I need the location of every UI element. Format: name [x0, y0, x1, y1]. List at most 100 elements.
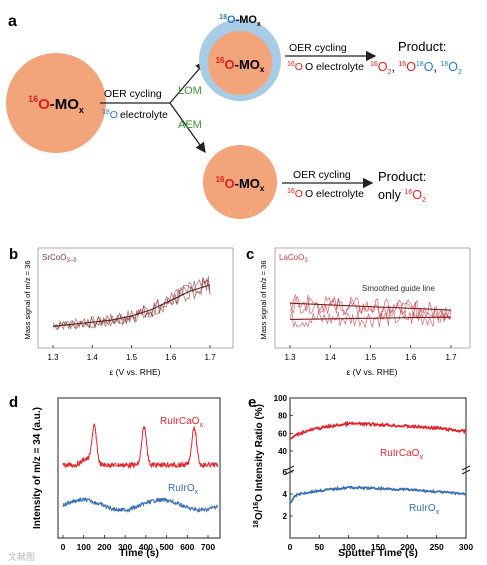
panel-d-ylabel: Intensity of m/z = 34 (a.u.) — [32, 407, 43, 529]
panel-e-xtick-tick-label: 0 — [288, 542, 293, 552]
panel-b-xtick-tick-label: 1.7 — [204, 353, 216, 362]
lom-arrow — [169, 61, 206, 104]
panel-e-xtick-tick-label: 250 — [430, 542, 444, 552]
panel-d-trace-bottom — [62, 496, 219, 514]
panel-c-legend: LaCoO3 — [279, 253, 308, 264]
bottom-oxide-label: 16O-MOx — [216, 175, 265, 193]
panel-e-xlabel: Sputter Time (s) — [338, 547, 418, 559]
panel-c: c LaCoO3 Smoothed guide line Mass signal… — [246, 246, 471, 377]
panel-a: a 16O-MOx OER cycling 18O electrolyte LOM… — [6, 13, 462, 219]
top-arrow-sub: 16O O electrolyte — [287, 61, 364, 73]
lom-label: LOM — [178, 85, 202, 97]
panel-e-label: e — [248, 394, 256, 411]
panel-c-xtick-tick-label: 1.5 — [365, 353, 377, 362]
panel-c-trace — [289, 294, 452, 320]
panel-c-xtick-tick-label: 1.7 — [445, 353, 457, 362]
aem-label: AEM — [178, 119, 202, 131]
panel-d-traces — [62, 422, 219, 514]
panel-e-ylabel: 18O/16O Intensity Ratio (%) — [253, 404, 265, 528]
panel-b-traces — [52, 275, 211, 331]
panel-b-ylabel: Mass signal of m/z = 36 — [23, 261, 32, 340]
panel-d-xtick-tick-label: 300 — [118, 542, 132, 552]
panel-e-yticks: 40 60 80 100 2 4 6 — [274, 394, 293, 521]
aem-arrow — [169, 102, 206, 154]
panel-c-xticks: 1.3 1.4 1.5 1.6 1.7 — [284, 345, 457, 362]
panel-d-xlabel: Time (s) — [119, 547, 159, 559]
top-arrow-text: OER cycling — [289, 42, 347, 54]
axis-break-right-2 — [461, 469, 471, 475]
panel-e-ytick-label: 6 — [283, 468, 288, 477]
watermark: 文献图 — [8, 551, 35, 562]
panel-d-xticks: 0 100 200 300 400 500 600 700 — [61, 535, 215, 552]
panel-b-xtick-tick-label: 1.5 — [126, 353, 138, 362]
panel-c-ylabel: Mass signal of m/z = 36 — [259, 261, 268, 340]
panel-c-xtick-tick-label: 1.3 — [284, 353, 296, 362]
left-arrow-top-text: OER cycling — [104, 88, 162, 100]
core-circle — [208, 31, 272, 95]
panel-e-series-bottom: RuIrOx — [409, 503, 440, 516]
shell-label: 18O-MOx — [219, 14, 261, 28]
panel-c-guide-line — [289, 302, 452, 311]
axis-break-left-1 — [285, 465, 295, 471]
bottom-arrow-text: OER cycling — [293, 169, 351, 181]
panel-c-xtick-tick-label: 1.6 — [405, 353, 417, 362]
panel-e-xticks: 0 50 100 150 200 250 300 — [288, 535, 473, 552]
panel-d-trace-top — [62, 422, 218, 470]
panel-d-series-bottom: RuIrOx — [168, 483, 199, 496]
panel-b-trace — [52, 278, 211, 330]
panel-d-label: d — [9, 394, 18, 411]
panel-e-trace-top — [289, 420, 467, 440]
panel-c-frame — [274, 247, 471, 349]
bottom-product-title: Product: — [378, 169, 426, 184]
bottom-oxide-circle — [203, 145, 277, 219]
panel-c-traces — [289, 293, 452, 329]
core-label: 16O-MOx — [216, 56, 265, 74]
panel-e: e 18O/16O Intensity Ratio (%) Sputter Ti… — [248, 394, 473, 559]
panel-b-frame — [37, 247, 234, 349]
bottom-arrow-sub: 16O O electrolyte — [287, 188, 364, 200]
panel-b-xlabel: ε (V vs. RHE) — [109, 367, 160, 377]
panel-b-xticks: 1.3 1.4 1.5 1.6 1.7 — [47, 345, 216, 362]
panel-d-xtick-tick-label: 400 — [139, 542, 153, 552]
panel-b-xtick-tick-label: 1.3 — [47, 353, 59, 362]
panel-b-trace — [52, 277, 211, 331]
panel-b-legend: SrCoO3−δ — [42, 253, 77, 264]
panel-e-xtick-tick-label: 50 — [315, 542, 325, 552]
panel-e-ytick-label: 4 — [283, 490, 288, 499]
panel-e-xtick-tick-label: 150 — [371, 542, 385, 552]
panel-d-xtick-tick-label: 700 — [201, 542, 215, 552]
left-arrow-bottom-text: 18O electrolyte — [102, 109, 168, 121]
panel-d-xtick-tick-label: 600 — [180, 542, 194, 552]
panel-a-label: a — [8, 13, 17, 30]
panel-e-xtick-tick-label: 200 — [400, 542, 414, 552]
left-oxide-circle — [6, 53, 106, 153]
panel-e-ytick-label: 2 — [283, 512, 288, 521]
panel-d-xtick-tick-label: 0 — [61, 542, 66, 552]
left-oxide-label: 16O-MOx — [28, 94, 84, 115]
panel-d: d Intensity of m/z = 34 (a.u.) Time (s) … — [9, 394, 221, 559]
panel-e-trace-bottom — [289, 485, 467, 504]
panel-d-xtick-tick-label: 200 — [97, 542, 111, 552]
top-product-line: 16O2, 16O18O, 18O2 — [370, 60, 462, 76]
panel-e-series-top: RuIrCaOx — [380, 448, 423, 461]
panel-c-xlabel: ε (V vs. RHE) — [346, 367, 397, 377]
panel-b-xtick-tick-label: 1.6 — [165, 353, 177, 362]
top-product-title: Product: — [398, 39, 446, 54]
panel-b-trace — [52, 275, 211, 331]
panel-e-traces — [289, 420, 467, 504]
panel-e-ytick-label: 60 — [278, 429, 287, 438]
panel-c-annotation: Smoothed guide line — [362, 284, 435, 293]
panel-e-xtick-tick-label: 100 — [342, 542, 356, 552]
panel-c-label: c — [246, 246, 254, 263]
panel-d-frame — [57, 397, 221, 539]
panel-b-guide-line — [52, 284, 211, 327]
panel-e-ytick-label: 40 — [278, 447, 287, 456]
panel-b: b SrCoO3−δ Mass signal of m/z = 36 ε (V … — [9, 246, 234, 377]
panel-d-series-top: RuIrCaOx — [160, 416, 203, 429]
panel-d-xtick-tick-label: 100 — [77, 542, 91, 552]
panel-c-xtick-tick-label: 1.4 — [325, 353, 337, 362]
panel-e-frame — [289, 397, 467, 539]
panel-e-xtick-tick-label: 300 — [459, 542, 473, 552]
panel-b-label: b — [9, 246, 18, 263]
